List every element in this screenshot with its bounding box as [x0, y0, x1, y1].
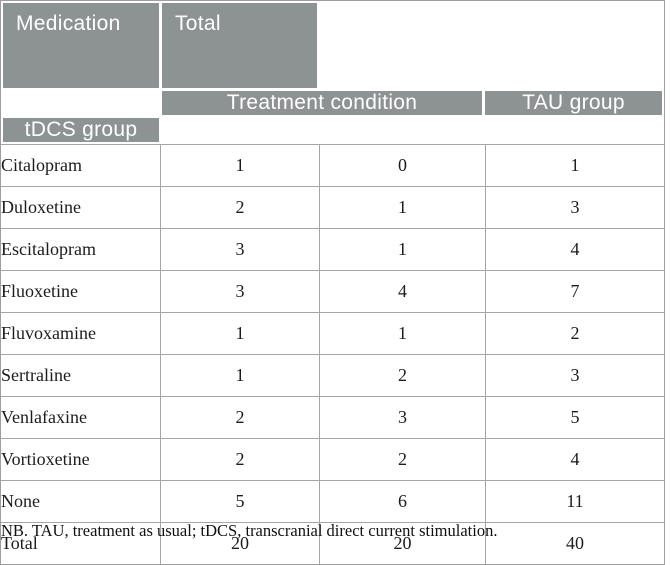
header-tau-group: TAU group: [485, 91, 662, 115]
total-count-cell: 4: [485, 438, 664, 481]
tau-count-cell: 2: [160, 438, 320, 481]
tdcs-count-cell: 6: [319, 480, 486, 523]
table-footnote: NB. TAU, treatment as usual; tDCS, trans…: [1, 521, 498, 540]
table-row: None 5 6 11: [1, 480, 664, 523]
total-count-cell: 4: [485, 228, 664, 271]
medication-name-cell: Venlafaxine: [1, 396, 161, 439]
table-row: Vortioxetine 2 2 4: [1, 438, 664, 481]
header-total: Total: [162, 3, 317, 88]
total-count-cell: 40: [485, 522, 664, 564]
total-count-cell: 11: [485, 480, 664, 523]
total-count-cell: 7: [485, 270, 664, 313]
total-count-cell: 3: [485, 186, 664, 229]
tdcs-count-cell: 2: [319, 438, 486, 481]
tau-count-cell: 1: [160, 312, 320, 355]
medication-name-cell: Fluoxetine: [1, 270, 161, 313]
tdcs-count-cell: 3: [319, 396, 486, 439]
tau-count-cell: 1: [160, 354, 320, 397]
table-body: Citalopram 1 0 1 Duloxetine 2 1 3 Escitalopram 3 1…: [1, 144, 664, 564]
medication-name-cell: Duloxetine: [1, 186, 161, 229]
header-tdcs-group: tDCS group: [3, 118, 159, 142]
table-header: Medication Treatment condition Total TAU…: [1, 1, 664, 144]
total-count-cell: 2: [485, 312, 664, 355]
tdcs-count-cell: 1: [319, 186, 486, 229]
table-row: Duloxetine 2 1 3: [1, 186, 664, 229]
medication-name-cell: Citalopram: [1, 144, 161, 187]
table-body-grid: Citalopram 1 0 1 Duloxetine 2 1 3 Escitalopram 3 1…: [1, 144, 664, 564]
tau-count-cell: 2: [160, 396, 320, 439]
total-count-cell: 3: [485, 354, 664, 397]
table-row: Escitalopram 3 1 4: [1, 228, 664, 271]
tau-count-cell: 5: [160, 480, 320, 523]
tdcs-count-cell: 1: [319, 228, 486, 271]
header-treatment-condition: Treatment condition: [162, 91, 482, 115]
tau-count-cell: 2: [160, 186, 320, 229]
tau-count-cell: 3: [160, 228, 320, 271]
table-row: Citalopram 1 0 1: [1, 144, 664, 187]
table-row: Sertraline 1 2 3: [1, 354, 664, 397]
table-row: Fluoxetine 3 4 7: [1, 270, 664, 313]
medication-name-cell: Fluvoxamine: [1, 312, 161, 355]
tdcs-count-cell: 0: [319, 144, 486, 187]
medication-name-cell: Vortioxetine: [1, 438, 161, 481]
tau-count-cell: 3: [160, 270, 320, 313]
medication-name-cell: Sertraline: [1, 354, 161, 397]
tdcs-count-cell: 4: [319, 270, 486, 313]
table-row: Fluvoxamine 1 1 2: [1, 312, 664, 355]
medication-name-cell: None: [1, 480, 161, 523]
header-medication: Medication: [3, 3, 159, 88]
tau-count-cell: 1: [160, 144, 320, 187]
table-row: Venlafaxine 2 3 5: [1, 396, 664, 439]
tdcs-count-cell: 1: [319, 312, 486, 355]
medication-name-cell: Escitalopram: [1, 228, 161, 271]
total-count-cell: 5: [485, 396, 664, 439]
total-count-cell: 1: [485, 144, 664, 187]
tdcs-count-cell: 2: [319, 354, 486, 397]
